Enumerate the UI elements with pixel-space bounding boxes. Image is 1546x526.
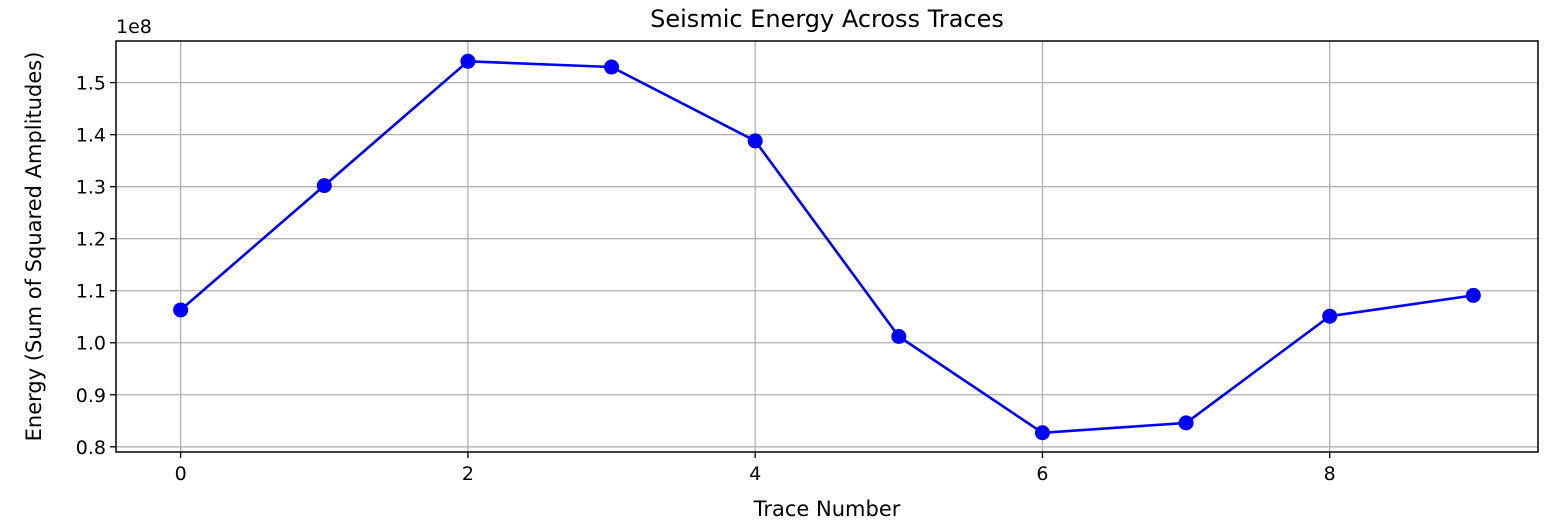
- y-tick-label: 1.0: [76, 333, 106, 355]
- data-point: [1465, 287, 1481, 303]
- chart-title: Seismic Energy Across Traces: [650, 5, 1004, 33]
- x-tick-label: 8: [1324, 463, 1336, 485]
- y-axis-offset-label: 1e8: [116, 16, 152, 38]
- data-point: [1322, 308, 1338, 324]
- data-point: [316, 178, 332, 194]
- x-tick-label: 0: [175, 463, 187, 485]
- data-point: [173, 302, 189, 318]
- y-tick-label: 1.4: [76, 125, 106, 147]
- y-tick-label: 0.8: [76, 437, 106, 459]
- x-axis-label: Trace Number: [753, 497, 901, 521]
- data-point: [891, 329, 907, 345]
- y-tick-label: 0.9: [76, 385, 106, 407]
- plot-frame: [115, 40, 1539, 453]
- series-line: [179, 59, 1474, 435]
- y-tick-label: 1.5: [76, 73, 106, 95]
- grid: [116, 41, 1538, 452]
- data-point: [604, 59, 620, 75]
- y-tick-label: 1.3: [76, 177, 106, 199]
- y-axis-label: Energy (Sum of Squared Amplitudes): [22, 52, 46, 442]
- series-layer: [173, 53, 1481, 441]
- data-point: [747, 133, 763, 149]
- axis-ticks: 0 2 4 6 8 0.8 0.9 1.0 1.1 1.2 1.3 1.4 1.5: [76, 73, 1336, 485]
- x-tick-label: 2: [462, 463, 474, 485]
- data-point: [1178, 415, 1194, 431]
- y-tick-label: 1.1: [76, 281, 106, 303]
- data-point: [1034, 425, 1050, 441]
- x-tick-label: 6: [1036, 463, 1048, 485]
- data-point: [460, 53, 476, 69]
- y-tick-label: 1.2: [76, 229, 106, 251]
- x-tick-label: 4: [749, 463, 761, 485]
